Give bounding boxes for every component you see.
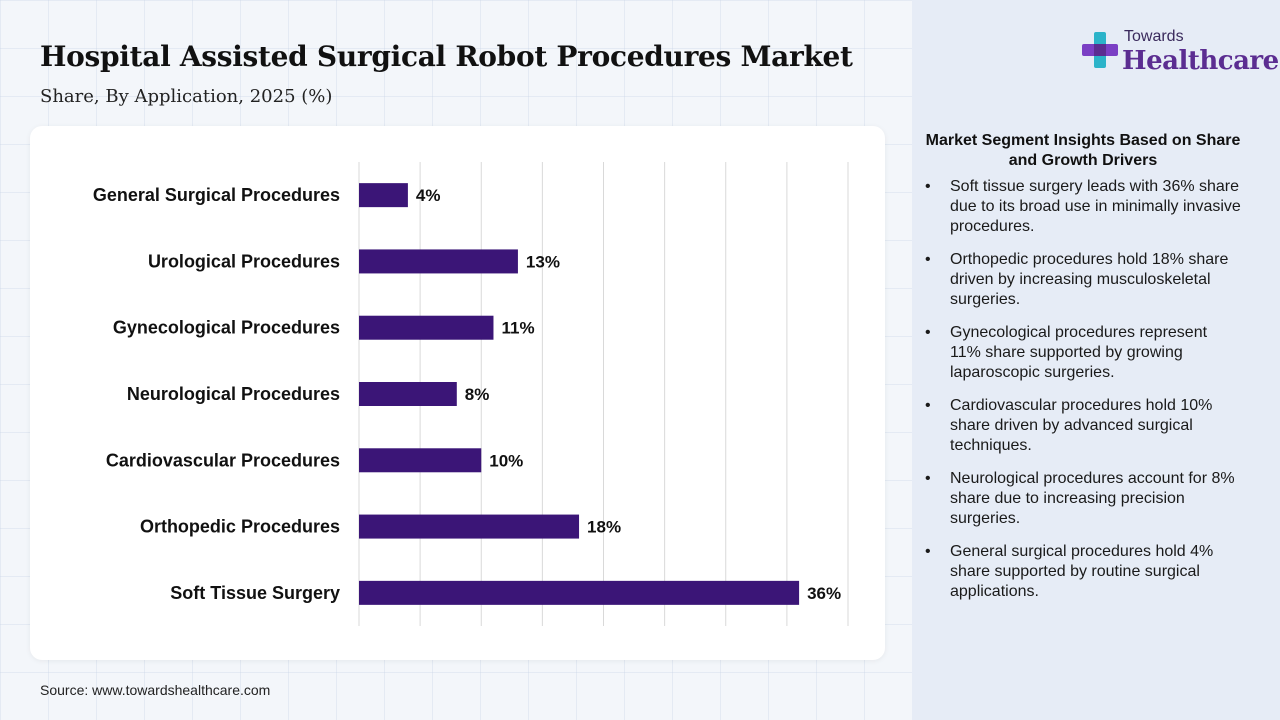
data-label: 13% xyxy=(526,252,560,271)
insight-item: • Soft tissue surgery leads with 36% shar… xyxy=(922,177,1242,237)
data-label: 10% xyxy=(489,451,523,470)
category-label: Orthopedic Procedures xyxy=(140,517,340,537)
bullet-icon: • xyxy=(925,178,931,195)
data-label: 4% xyxy=(416,186,441,205)
category-label: Neurological Procedures xyxy=(127,384,340,404)
page-title: Hospital Assisted Surgical Robot Procedu… xyxy=(40,40,853,73)
insights-title: Market Segment Insights Based on Share a… xyxy=(925,132,1241,169)
bar xyxy=(359,514,580,539)
category-label: General Surgical Procedures xyxy=(93,185,340,205)
insight-item: • Neurological procedures account for 8% … xyxy=(922,469,1242,529)
category-label: Gynecological Procedures xyxy=(113,318,340,338)
insight-text: Gynecological procedures represent 11% s… xyxy=(950,324,1208,381)
category-label: Cardiovascular Procedures xyxy=(106,450,340,470)
bar xyxy=(359,448,482,473)
chart-card: General Surgical Procedures 4% Urological … xyxy=(30,126,885,660)
bar xyxy=(359,580,800,605)
source-note: Source: www.towardshealthcare.com xyxy=(40,682,271,698)
page-subtitle: Share, By Application, 2025 (%) xyxy=(40,86,333,107)
insight-text: General surgical procedures hold 4% shar… xyxy=(950,543,1214,600)
insight-text: Orthopedic procedures hold 18% share dri… xyxy=(950,251,1229,308)
category-label: Urological Procedures xyxy=(148,251,340,271)
insight-item: • Cardiovascular procedures hold 10% shar… xyxy=(922,396,1242,456)
bullet-icon: • xyxy=(925,543,931,560)
bar xyxy=(359,315,494,340)
bullet-icon: • xyxy=(925,251,931,268)
data-label: 18% xyxy=(587,518,621,537)
insight-item: • Orthopedic procedures hold 18% share dr… xyxy=(922,250,1242,310)
bullet-icon: • xyxy=(925,397,931,414)
bar xyxy=(359,183,408,208)
insights-list: • Soft tissue surgery leads with 36% shar… xyxy=(922,177,1242,602)
bar xyxy=(359,382,457,406)
bullet-icon: • xyxy=(925,324,931,341)
data-label: 8% xyxy=(465,385,490,404)
cross-logo-icon xyxy=(1082,32,1118,68)
logo-top-text: Towards xyxy=(1124,28,1184,45)
data-label: 11% xyxy=(501,319,534,338)
insights-section: Market Segment Insights Based on Share a… xyxy=(922,131,1242,615)
data-label: 36% xyxy=(807,584,841,603)
logo-main-text: Healthcare xyxy=(1122,46,1279,76)
category-label: Soft Tissue Surgery xyxy=(170,583,340,603)
bar-chart: General Surgical Procedures 4% Urological … xyxy=(93,162,849,626)
insight-item: • Gynecological procedures represent 11% … xyxy=(922,323,1242,383)
insights-panel xyxy=(912,0,1280,720)
insight-text: Cardiovascular procedures hold 10% share… xyxy=(950,397,1213,454)
bar xyxy=(359,249,518,274)
bullet-icon: • xyxy=(925,470,931,487)
insight-item: • General surgical procedures hold 4% sha… xyxy=(922,542,1242,602)
brand-logo: Towards Healthcare xyxy=(1080,28,1279,80)
insight-text: Neurological procedures account for 8% s… xyxy=(950,470,1235,527)
insight-text: Soft tissue surgery leads with 36% share… xyxy=(950,178,1241,235)
